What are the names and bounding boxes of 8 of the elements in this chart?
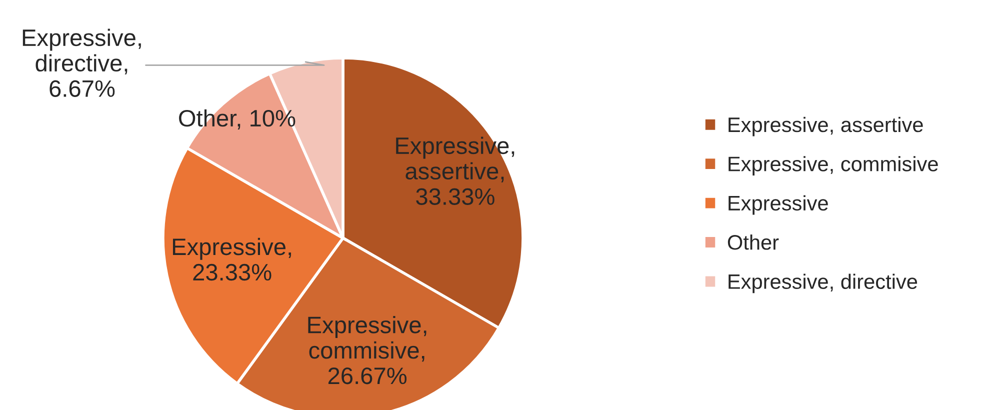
data-label: Expressive, commisive, 26.67% — [308, 316, 426, 384]
legend-label: Expressive, directive — [728, 274, 918, 294]
legend-label: Expressive, commisive — [728, 156, 938, 176]
legend-label: Other — [728, 234, 779, 250]
legend-label: Expressive, assertive — [728, 116, 923, 136]
data-label: Expressive, directive, 6.67% — [22, 28, 141, 97]
legend-label: Expressive — [728, 195, 828, 215]
data-label: Expressive, 23.33% — [172, 238, 291, 281]
